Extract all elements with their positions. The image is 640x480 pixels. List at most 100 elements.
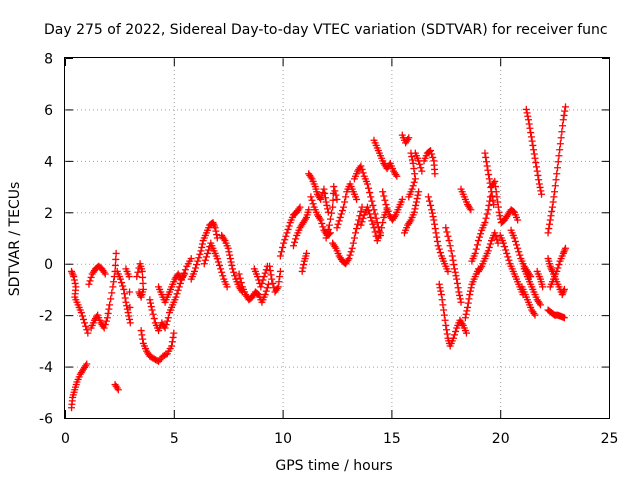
data-point: [461, 314, 469, 322]
data-point: [560, 285, 568, 293]
data-point: [70, 273, 78, 281]
data-point: [161, 324, 169, 332]
data-point: [79, 315, 87, 323]
data-point: [324, 205, 332, 213]
data-point: [425, 197, 433, 205]
data-point: [495, 208, 503, 216]
data-point: [194, 257, 202, 265]
data-point: [262, 266, 270, 274]
data-point: [138, 331, 146, 339]
data-point: [353, 195, 361, 203]
data-point: [133, 273, 141, 281]
data-point: [168, 338, 176, 346]
data-point: [323, 201, 331, 209]
data-point: [499, 239, 507, 247]
data-point: [336, 213, 344, 221]
data-point: [104, 309, 112, 317]
data-point: [202, 253, 210, 261]
data-point: [451, 268, 459, 276]
data-point: [196, 250, 204, 258]
data-point: [473, 241, 481, 249]
data-point: [383, 204, 391, 212]
data-point: [546, 220, 554, 228]
data-point: [333, 224, 341, 232]
data-point: [329, 196, 337, 204]
data-point: [170, 329, 178, 337]
data-point: [332, 191, 340, 199]
data-point: [83, 326, 91, 334]
data-point: [441, 316, 449, 324]
data-point: [416, 160, 424, 168]
data-point: [545, 225, 553, 233]
data-point: [269, 279, 277, 287]
data-point: [280, 239, 288, 247]
grid-lines: [65, 58, 609, 418]
data-point: [357, 221, 365, 229]
data-point: [449, 256, 457, 264]
data-point: [107, 295, 115, 303]
data-point: [398, 195, 406, 203]
data-point: [324, 208, 332, 216]
data-point: [198, 243, 206, 251]
data-point: [102, 317, 110, 325]
data-point: [330, 183, 338, 191]
data-point: [435, 245, 443, 253]
x-axis-label: GPS time / hours: [275, 458, 392, 474]
data-point: [492, 232, 500, 240]
data-point: [437, 291, 445, 299]
data-point: [485, 175, 493, 183]
data-point: [319, 223, 327, 231]
data-point: [338, 207, 346, 215]
x-tick-label: 20: [492, 431, 510, 447]
data-point: [351, 229, 359, 237]
data-point: [429, 213, 437, 221]
data-point: [122, 298, 130, 306]
data-point: [318, 219, 326, 227]
data-point: [103, 314, 111, 322]
data-point: [235, 270, 243, 278]
data-point: [549, 198, 557, 206]
data-point: [492, 188, 500, 196]
data-point: [187, 255, 195, 263]
data-point: [466, 287, 474, 295]
data-point: [172, 293, 180, 301]
data-point: [444, 232, 452, 240]
data-point: [502, 246, 510, 254]
data-point: [213, 255, 221, 263]
data-point: [147, 303, 155, 311]
data-point: [476, 233, 484, 241]
data-point: [435, 280, 443, 288]
data-point: [276, 273, 284, 281]
data-point: [106, 301, 114, 309]
data-point: [119, 282, 127, 290]
data-point: [225, 248, 233, 256]
data-point: [213, 231, 221, 239]
data-point: [408, 185, 416, 193]
data-point: [193, 261, 201, 269]
data-point: [436, 249, 444, 257]
data-point: [437, 287, 445, 295]
data-point: [274, 283, 282, 291]
data-point: [215, 261, 223, 269]
data-point: [345, 255, 353, 263]
data-point: [322, 198, 330, 206]
data-point: [553, 267, 561, 275]
data-point: [547, 212, 555, 220]
data-points: [68, 103, 569, 412]
data-point: [434, 242, 442, 250]
data-point: [436, 284, 444, 292]
data-point: [268, 275, 276, 283]
data-point: [192, 264, 200, 272]
data-point: [471, 249, 479, 257]
data-point: [377, 229, 385, 237]
data-point: [112, 255, 120, 263]
data-point: [456, 291, 464, 299]
data-point: [281, 236, 289, 244]
data-point: [358, 165, 366, 173]
data-point: [324, 225, 332, 233]
data-point: [325, 221, 333, 229]
data-point: [374, 223, 382, 231]
data-point: [527, 133, 535, 141]
data-point: [300, 261, 308, 269]
data-point: [477, 230, 485, 238]
